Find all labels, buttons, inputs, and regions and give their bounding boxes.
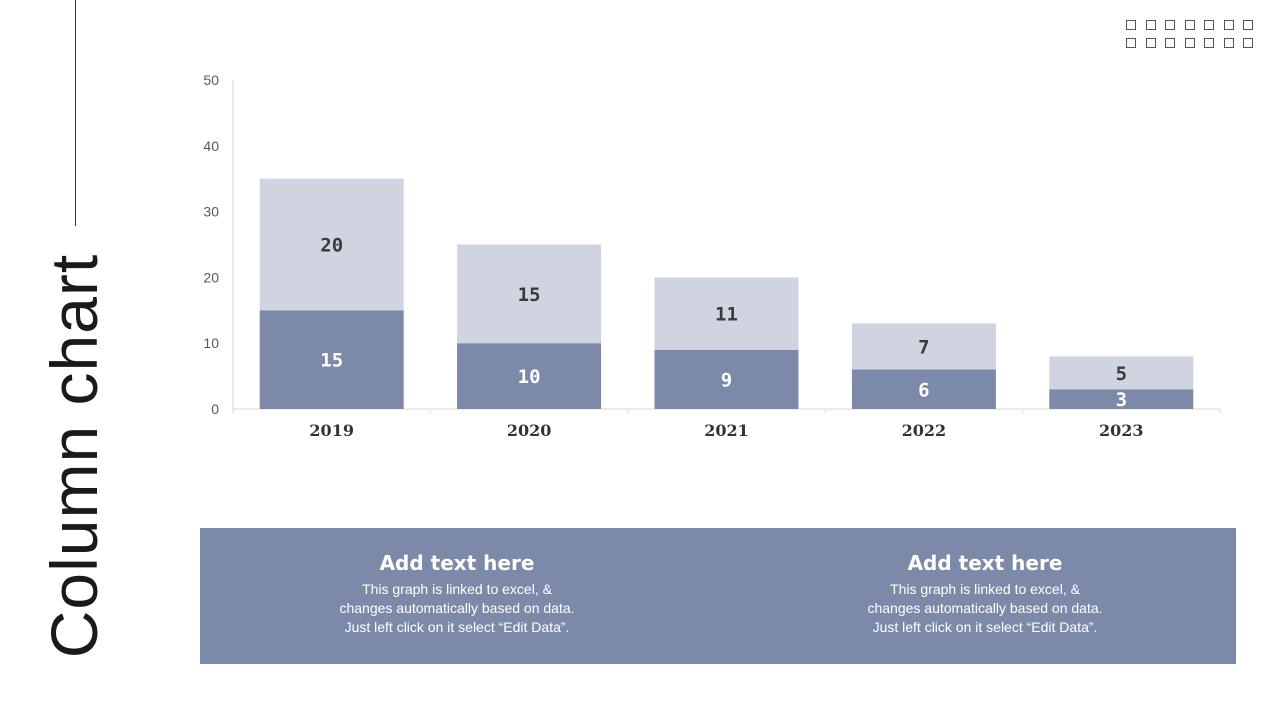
- x-tick-label: 2021: [704, 421, 749, 440]
- deco-square: [1223, 38, 1234, 48]
- data-label: 15: [320, 350, 343, 372]
- deco-square: [1223, 20, 1234, 30]
- bar-segment: [654, 277, 799, 350]
- deco-square: [1145, 38, 1156, 48]
- deco-square: [1165, 20, 1175, 30]
- x-tick-label: 2023: [1099, 421, 1144, 440]
- text-block-body: This graph is linked to excel, & changes…: [775, 580, 1195, 637]
- deco-square: [1184, 38, 1195, 48]
- deco-square: [1204, 20, 1214, 30]
- y-tick-label: 10: [203, 335, 219, 351]
- y-tick-label: 30: [203, 204, 219, 220]
- x-tick-label: 2019: [309, 421, 354, 440]
- data-label: 5: [1116, 363, 1127, 385]
- deco-square: [1126, 38, 1136, 48]
- bar-segment: [457, 244, 602, 344]
- bar-segment: [1049, 356, 1194, 390]
- column-chart: 0 10 20 30 40 50 15 20 2019 10 15 2020 9 11 2021 6 7 2022…: [203, 72, 1221, 440]
- y-tick-label: 50: [203, 72, 219, 88]
- text-block-line: This graph is linked to excel, &: [890, 581, 1080, 597]
- data-label: 6: [918, 379, 929, 401]
- y-tick-label: 40: [203, 138, 219, 154]
- data-label: 7: [918, 336, 929, 358]
- deco-square: [1204, 38, 1214, 48]
- deco-square: [1126, 20, 1136, 30]
- data-label: 11: [715, 304, 738, 326]
- text-block-left: Add text here This graph is linked to ex…: [247, 550, 667, 637]
- bar-segment: [654, 349, 799, 409]
- text-block-body: This graph is linked to excel, & changes…: [247, 580, 667, 637]
- text-panel: Add text here This graph is linked to ex…: [200, 528, 1236, 664]
- deco-square: [1243, 38, 1253, 48]
- data-label: 3: [1116, 389, 1127, 411]
- data-label: 10: [518, 366, 541, 388]
- bar-segment: [851, 323, 996, 370]
- text-block-line: Just left click on it select “Edit Data”…: [872, 619, 1098, 635]
- text-block-line: Just left click on it select “Edit Data”…: [344, 619, 570, 635]
- data-label: 15: [518, 284, 541, 306]
- text-block-heading: Add text here: [379, 551, 535, 575]
- deco-square: [1243, 20, 1253, 30]
- data-label: 9: [721, 369, 732, 391]
- vertical-divider-line: [75, 0, 76, 226]
- text-block-line: changes automatically based on data.: [339, 600, 575, 616]
- deco-square: [1145, 20, 1156, 30]
- deco-square: [1165, 38, 1175, 48]
- y-tick-label: 20: [203, 269, 219, 285]
- bar-segment: [457, 343, 602, 409]
- text-block-heading: Add text here: [907, 551, 1063, 575]
- y-tick-label: 0: [211, 401, 219, 417]
- text-block-right: Add text here This graph is linked to ex…: [775, 550, 1195, 637]
- x-tick-label: 2022: [902, 421, 947, 440]
- text-block-line: This graph is linked to excel, &: [362, 581, 552, 597]
- deco-square: [1184, 20, 1195, 30]
- data-label: 20: [320, 235, 343, 257]
- bar-segment: [259, 178, 404, 311]
- bar-segment: [851, 369, 996, 409]
- square-grid-icon: [1126, 20, 1260, 52]
- x-tick-label: 2020: [507, 421, 552, 440]
- bar-segment: [1049, 389, 1194, 409]
- bar-segment: [259, 310, 404, 409]
- text-block-line: changes automatically based on data.: [867, 600, 1103, 616]
